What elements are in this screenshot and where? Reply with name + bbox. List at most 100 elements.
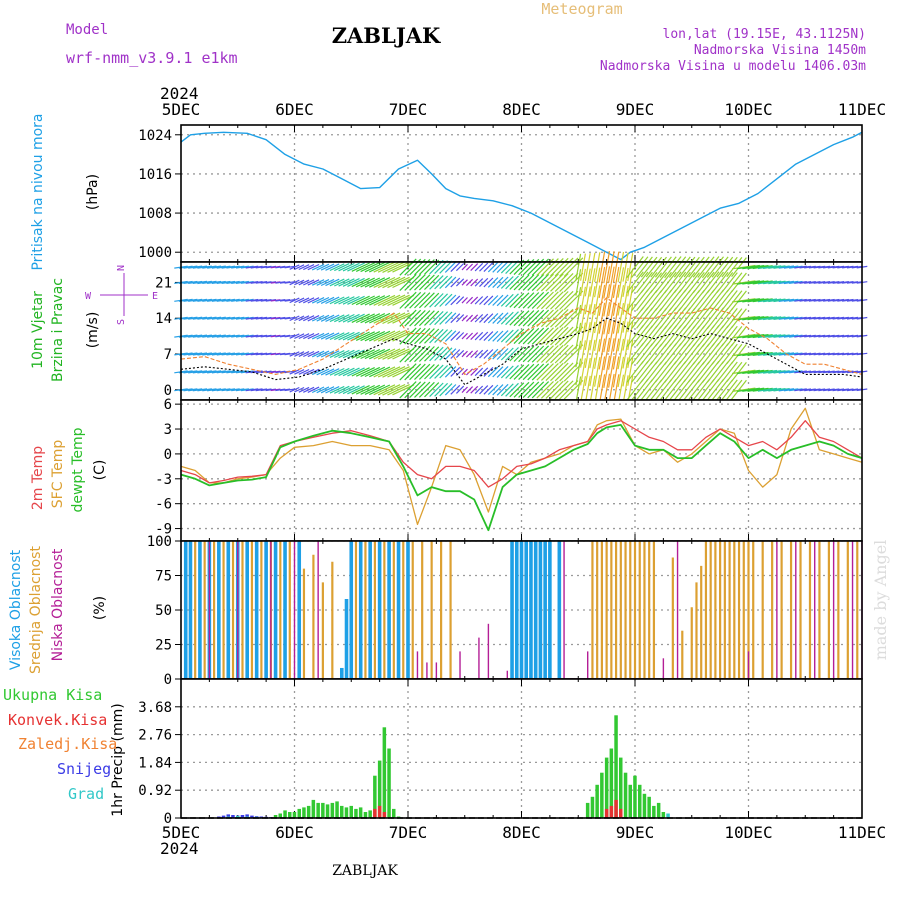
wind-arrow: [688, 256, 705, 278]
wind-arrow: [399, 363, 417, 381]
wind-arrow: [688, 361, 705, 383]
precip-ytick-label-2: 1.84: [138, 755, 172, 771]
wind-arrow: [474, 313, 484, 323]
wind-arrow: [626, 343, 644, 365]
wind-arrow: [732, 316, 756, 321]
wind-arrow: [851, 299, 863, 302]
wind-arrow: [207, 334, 222, 338]
wind-arrow: [659, 325, 677, 347]
wind-arrow: [608, 284, 615, 317]
wind-arrow: [221, 280, 236, 284]
wind-arrow: [496, 348, 509, 360]
wind-arrow: [640, 343, 658, 365]
wind-arrow: [688, 272, 705, 293]
wind-arrow: [622, 267, 629, 298]
wind-arrow: [659, 343, 677, 365]
wind-arrow: [842, 265, 854, 269]
wind-arrow: [265, 316, 277, 320]
wind-arrow: [773, 388, 790, 392]
precip-bar: [614, 715, 618, 818]
wind-arrow: [414, 274, 431, 291]
wind-arrow: [842, 298, 854, 302]
precip-bar: [633, 775, 637, 818]
wind-arrow: [842, 281, 854, 284]
wind-arrow: [716, 379, 734, 401]
wind-arrow: [654, 289, 672, 311]
wind-arrow: [294, 297, 305, 304]
wind-arrow: [813, 316, 826, 320]
wind-arrow: [626, 325, 644, 348]
wind-arrow: [221, 352, 236, 356]
wind-arrow: [837, 316, 849, 320]
wind-arrow: [742, 369, 765, 374]
wind-arrow: [631, 361, 649, 383]
wind-arrow: [545, 380, 564, 399]
wind-arrow: [307, 297, 320, 304]
wind-arrow: [505, 275, 519, 290]
wind-arrow: [752, 265, 773, 270]
wind-arrow: [726, 379, 743, 400]
wind-arrow: [522, 327, 540, 345]
wind-arrow: [221, 388, 236, 392]
wind-arrow: [202, 298, 217, 302]
wind-arrow: [404, 345, 422, 363]
footer-station: ZABLJAK: [332, 863, 398, 879]
wind-arrow: [527, 273, 545, 291]
wind-arrow: [612, 320, 620, 352]
temperature-ytick-label-4: 3: [164, 422, 172, 438]
wind-arrow: [387, 366, 410, 378]
wind-arrow: [207, 265, 222, 269]
wind-arrow: [444, 366, 457, 378]
wind-arrow: [240, 352, 254, 356]
wind-arrow: [509, 275, 525, 290]
wind-arrow: [404, 309, 422, 327]
wind-arrow: [382, 348, 406, 360]
wind-arrow: [732, 264, 756, 270]
wind-arrow: [697, 361, 715, 383]
wind-speed-line: [180, 317, 863, 386]
wind-arrow: [580, 253, 586, 281]
temperature-panel: -9 -6 -3 0 3 6: [155, 397, 863, 542]
wind-arrow: [211, 265, 226, 269]
wind-ylabel-1: 10m Vjetar: [30, 291, 46, 369]
wind-arrow: [492, 294, 504, 306]
wind-arrow: [731, 379, 747, 400]
wind-arrow: [231, 265, 245, 269]
wind-arrow: [799, 352, 812, 356]
wind-arrow: [778, 370, 795, 374]
wind-arrow: [183, 388, 198, 392]
wind-arrow: [673, 307, 691, 329]
wind-arrow: [598, 320, 606, 352]
precip-bar: [595, 784, 599, 818]
clouds-series-1: [194, 541, 859, 679]
wind-arrow: [316, 263, 330, 271]
wind-arrow: [347, 385, 365, 395]
wind-arrow: [536, 345, 554, 363]
wind-arrow: [192, 388, 208, 392]
wind-arrow: [369, 294, 391, 306]
wind-arrow: [192, 370, 208, 374]
wind-arrow: [483, 384, 494, 395]
wind-arrow: [683, 361, 700, 383]
precip-bar: [358, 807, 363, 818]
wind-arrow: [594, 285, 601, 316]
precip-bar: [382, 727, 387, 818]
wind-arrow: [742, 334, 765, 339]
legend-conv-rain: Konvek.Kisa: [8, 711, 107, 729]
wind-arrow: [622, 339, 629, 369]
wind-arrow: [240, 265, 254, 269]
temperature-line-2: [180, 423, 863, 532]
wind-arrow: [439, 275, 453, 290]
wind-arrow: [589, 339, 596, 369]
wind-arrow: [474, 331, 484, 341]
wind-arrow: [627, 268, 634, 297]
wind-arrow: [255, 316, 268, 320]
wind-arrow: [320, 386, 335, 394]
wind-arrow: [808, 352, 821, 356]
wind-arrow: [373, 261, 396, 273]
wind-arrow: [275, 299, 286, 302]
wind-arrow: [827, 334, 840, 338]
wind-arrow: [373, 294, 396, 306]
precip-bar: [240, 815, 245, 818]
wind-arrow: [325, 332, 340, 340]
